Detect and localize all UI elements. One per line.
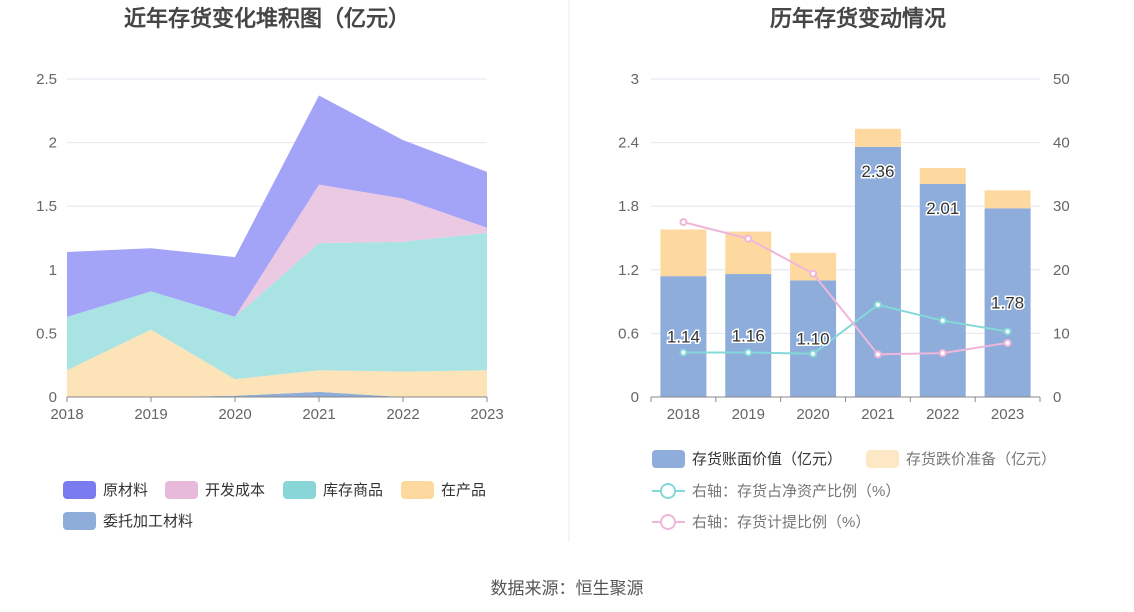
bar-存货账面价值（亿元） bbox=[919, 183, 966, 397]
x-tick-label: 2018 bbox=[50, 406, 83, 423]
legend-label: 在产品 bbox=[441, 482, 486, 499]
y2-tick-label: 20 bbox=[1053, 262, 1070, 279]
area-库存商品 bbox=[67, 232, 487, 380]
bar-存货账面价值（亿元） bbox=[854, 146, 901, 397]
line-右轴：存货占净资产比例（%） bbox=[683, 303, 1008, 355]
bar-存货跌价准备（亿元） bbox=[660, 229, 707, 277]
bar-value-label: 2.01 bbox=[926, 199, 959, 218]
bar-存货账面价值（亿元） bbox=[984, 208, 1031, 397]
x-tick-label: 2023 bbox=[991, 406, 1024, 423]
line-point bbox=[873, 300, 882, 309]
y-tick-label: 2.4 bbox=[618, 135, 639, 152]
bar-value-label: 2.36 bbox=[861, 162, 894, 181]
line-point bbox=[744, 234, 753, 243]
legend-swatch bbox=[63, 481, 96, 499]
x-tick-label: 2022 bbox=[386, 406, 419, 423]
legend-swatch bbox=[165, 481, 198, 499]
x-tick-label: 2019 bbox=[134, 406, 167, 423]
x-tick-label: 2018 bbox=[667, 406, 700, 423]
y2-tick-label: 0 bbox=[1053, 389, 1061, 406]
bar-value-label: 1.78 bbox=[991, 294, 1024, 313]
bar-存货账面价值（亿元） bbox=[790, 280, 837, 397]
y-tick-label: 0.5 bbox=[36, 325, 57, 342]
legend-marker bbox=[660, 514, 676, 530]
bar-存货跌价准备（亿元） bbox=[984, 190, 1031, 209]
y2-tick-label: 10 bbox=[1053, 325, 1070, 342]
y-tick-label: 1.2 bbox=[618, 262, 639, 279]
legend-label: 右轴：存货计提比例（%） bbox=[692, 514, 870, 531]
legend-swatch bbox=[652, 450, 685, 468]
bar-存货跌价准备（亿元） bbox=[919, 168, 966, 184]
y-tick-label: 3 bbox=[631, 71, 639, 88]
bar-存货跌价准备（亿元） bbox=[854, 128, 901, 147]
legend-label: 原材料 bbox=[103, 482, 148, 499]
y-tick-label: 2 bbox=[49, 135, 57, 152]
x-tick-label: 2023 bbox=[470, 406, 503, 423]
area-在产品 bbox=[67, 329, 487, 397]
x-tick-label: 2022 bbox=[926, 406, 959, 423]
data-source-note: 数据来源：恒生聚源 bbox=[490, 579, 644, 598]
x-tick-label: 2019 bbox=[732, 406, 765, 423]
stacked-area-chart: 0 0.5 1 1.5 2 2.5 2018 2019 2020 2021 2022 2023 原材料 开… bbox=[36, 71, 504, 530]
y-tick-label: 0.6 bbox=[618, 325, 639, 342]
legend-swatch bbox=[63, 512, 96, 530]
y-tick-label: 1.8 bbox=[618, 198, 639, 215]
legend-label: 存货跌价准备（亿元） bbox=[906, 451, 1056, 468]
right-chart-title: 历年存货变动情况 bbox=[770, 6, 946, 31]
legend-label: 库存商品 bbox=[323, 482, 383, 499]
area-委托加工材料 bbox=[67, 391, 487, 397]
line-point bbox=[1003, 327, 1012, 336]
y-tick-label: 1.5 bbox=[36, 198, 57, 215]
x-tick-label: 2020 bbox=[796, 406, 829, 423]
line-point bbox=[938, 316, 947, 325]
line-point bbox=[1003, 338, 1012, 347]
line-point bbox=[679, 348, 688, 357]
legend-label: 委托加工材料 bbox=[103, 513, 193, 530]
area-原材料 bbox=[67, 95, 487, 317]
bar-存货账面价值（亿元） bbox=[660, 276, 707, 397]
y-tick-label: 0 bbox=[49, 389, 57, 406]
line-point bbox=[744, 348, 753, 357]
line-右轴：存货计提比例（%） bbox=[683, 221, 1008, 356]
bar-value-label: 1.16 bbox=[732, 327, 765, 346]
x-tick-label: 2021 bbox=[861, 406, 894, 423]
y2-tick-label: 50 bbox=[1053, 71, 1070, 88]
x-tick-label: 2020 bbox=[218, 406, 251, 423]
legend-label: 存货账面价值（亿元） bbox=[692, 451, 842, 468]
legend-swatch bbox=[283, 481, 316, 499]
y2-tick-label: 40 bbox=[1053, 135, 1070, 152]
line-point bbox=[679, 218, 688, 227]
legend-label: 右轴：存货占净资产比例（%） bbox=[692, 483, 900, 500]
legend-swatch bbox=[401, 481, 434, 499]
bar-存货账面价值（亿元） bbox=[725, 274, 772, 397]
left-chart-title: 近年存货变化堆积图（亿元） bbox=[124, 6, 410, 31]
y-tick-label: 0 bbox=[631, 389, 639, 406]
y-tick-label: 1 bbox=[49, 262, 57, 279]
y-tick-label: 2.5 bbox=[36, 71, 57, 88]
legend-swatch bbox=[866, 450, 899, 468]
x-tick-label: 2021 bbox=[302, 406, 335, 423]
legend-label: 开发成本 bbox=[205, 482, 265, 499]
line-point bbox=[809, 349, 818, 358]
legend-marker bbox=[660, 483, 676, 499]
line-point bbox=[938, 349, 947, 358]
line-point bbox=[809, 269, 818, 278]
line-point bbox=[873, 350, 882, 359]
bar-value-label: 1.14 bbox=[667, 328, 700, 347]
bar-value-label: 1.10 bbox=[797, 330, 830, 349]
y2-tick-label: 30 bbox=[1053, 198, 1070, 215]
